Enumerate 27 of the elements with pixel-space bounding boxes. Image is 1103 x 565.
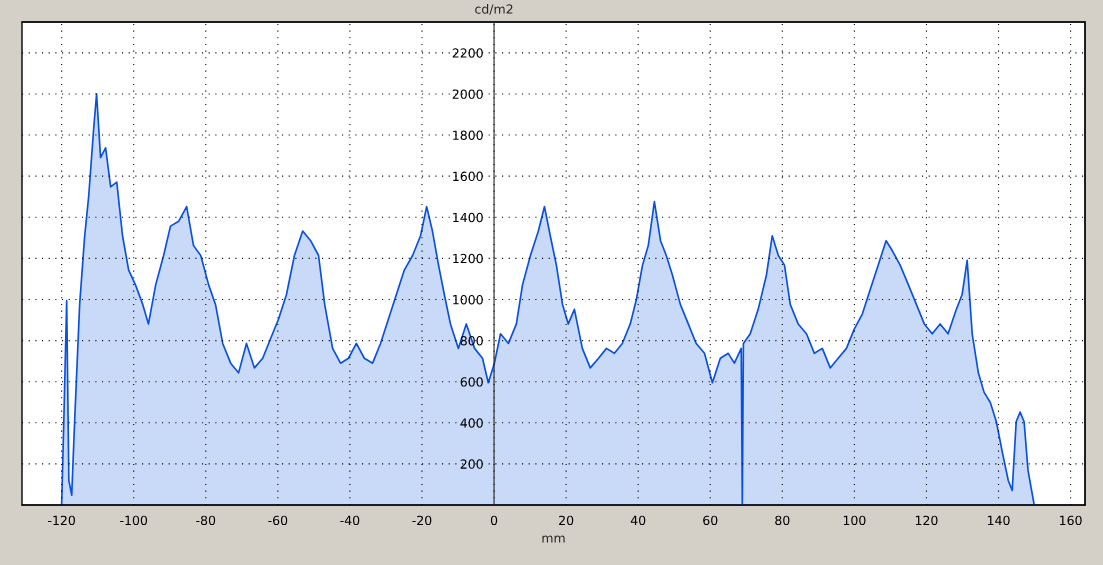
y-tick-label: 1800 (453, 130, 483, 140)
x-tick-label: -80 (196, 515, 216, 526)
x-tick-label: 40 (630, 515, 646, 526)
x-axis-title: mm (542, 535, 565, 543)
y-tick-label: 1600 (453, 171, 483, 182)
x-tick-label: 160 (1060, 515, 1082, 526)
x-tick-label: -60 (268, 515, 288, 526)
x-tick-label: -120 (48, 515, 75, 526)
x-tick-label: -40 (340, 515, 360, 526)
y-tick-label: 1200 (453, 253, 483, 264)
x-tick-label: 60 (703, 515, 718, 526)
y-tick-label: 200 (460, 459, 483, 469)
x-tick-label: -20 (412, 515, 432, 526)
y-tick-label: 2200 (452, 48, 483, 58)
y-tick-label: 2000 (452, 89, 483, 99)
y-axis-title: cd/m2 (475, 4, 513, 15)
x-tick-label: 120 (915, 515, 938, 526)
x-tick-label: 0 (490, 515, 498, 526)
x-tick-label: 80 (775, 515, 790, 526)
y-tick-label: 1400 (453, 212, 483, 223)
x-tick-label: 20 (559, 515, 574, 526)
x-tick-label: 100 (843, 515, 866, 526)
x-tick-label: -100 (120, 515, 148, 526)
y-tick-label: 600 (460, 377, 483, 387)
x-tick-label: 140 (987, 515, 1010, 526)
y-tick-label: 1000 (453, 294, 483, 305)
y-tick-label: 400 (460, 418, 483, 428)
